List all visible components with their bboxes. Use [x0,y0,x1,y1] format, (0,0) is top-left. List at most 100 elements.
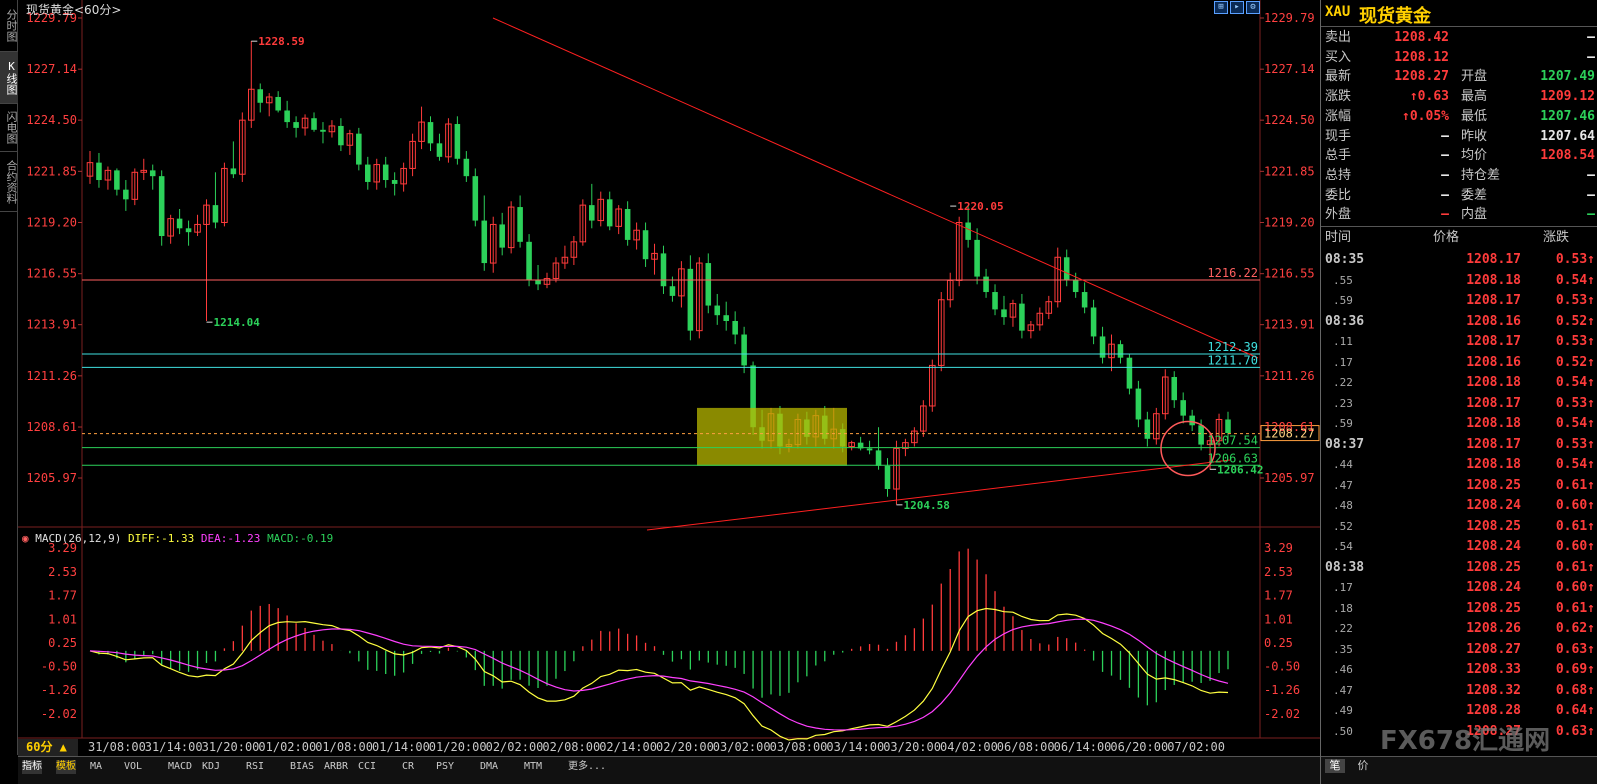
quote-row: 买入 1208.12 — [1321,48,1597,68]
tick-price: 1208.18 [1466,272,1521,288]
indicator-tab-9[interactable]: CCI [358,761,377,772]
candle-up [1009,303,1017,318]
indicator-tab-4[interactable]: MACD [168,761,193,772]
candle-down [866,448,873,451]
candle-down [311,118,317,130]
candle-down [606,199,613,227]
indicator-tab-10[interactable]: CR [402,761,415,772]
indicator-tab-13[interactable]: MTM [524,761,543,772]
candle-down [123,189,129,200]
candle-up [543,278,551,285]
tab-flash-chart[interactable]: 闪电图 [0,104,18,152]
quote-value: 1207.46 [1540,108,1595,124]
tick-change: 0.53↑ [1555,395,1595,411]
tab-price[interactable]: 价 [1357,759,1369,772]
indicator-tab-6[interactable]: RSI [246,761,265,772]
price-axis-label-left: 1229.79 [26,11,77,25]
x-axis-label: 01/08:00 [315,740,373,754]
tick-change: 0.61↑ [1555,477,1595,493]
candle-down [382,164,389,181]
quote-panel: XAU 现货黄金 卖出 1208.42 — 买入 1208.12 — 最新 1208.27 开盘… [1320,0,1597,784]
x-axis-label: 01/20:00 [428,740,487,754]
tab-kline[interactable]: K线图 [0,52,18,104]
candle-down [1117,344,1124,358]
quote-label: 涨幅 [1325,108,1352,124]
macd-settings-icon[interactable]: ◉ [22,532,29,545]
x-axis-label: 02/08:00 [542,740,601,754]
price-axis-label-left: 1219.20 [26,216,77,230]
tick-time: .48 [1333,499,1353,512]
macd-axis-label-left: 2.53 [48,565,77,579]
quote-value: — [1441,148,1449,164]
current-price-box [1260,425,1320,442]
candle-up [579,204,587,243]
tab-contract-info[interactable]: 合约资料 [0,152,18,212]
settings-icon[interactable]: ⚙ [1246,1,1260,14]
candle-down [1180,400,1186,416]
candle-down [741,334,747,366]
current-price-label: 1208.27 [1264,427,1315,441]
support-zone-box [697,407,847,466]
zoom-out-icon[interactable]: ▸ [1230,1,1244,14]
candle-down [642,230,649,260]
indicator-tab-12[interactable]: DMA [480,761,499,772]
macd-axis-label-right: 2.53 [1264,565,1293,579]
candle-down [176,218,183,229]
tick-time: .17 [1333,355,1353,369]
kline-chart[interactable]: 1229.79 1229.79 1227.14 1227.14 1224.50 1224.… [0,0,1320,756]
tick-time: 08:36 [1325,313,1365,329]
tick-change: 0.61↑ [1555,518,1595,534]
candle-up [507,206,515,249]
tick-price: 1208.16 [1466,313,1521,329]
quote-value: 1208.12 [1394,49,1449,65]
candle-down [454,124,461,159]
tick-change: 0.52↑ [1555,354,1595,370]
price-axis-label-right: 1205.97 [1264,471,1315,485]
tick-row: .49 1208.28 0.64↑ [1321,701,1597,722]
tick-time: 08:37 [1325,436,1365,452]
indicator-tab-11[interactable]: PSY [436,761,455,772]
quote-value: — [1441,167,1449,183]
tick-time: .22 [1333,376,1353,389]
candle-down [589,205,595,221]
tick-change: 0.60↑ [1555,580,1595,595]
tick-change: 0.61↑ [1555,559,1595,575]
indicator-tab-0[interactable]: 指标 [22,760,42,774]
tick-row: .18 1208.25 0.61↑ [1321,599,1597,620]
quote-value: — [1441,187,1449,203]
tick-price: 1208.17 [1466,252,1521,267]
x-axis-label: 31/14:00 [144,740,203,754]
period-selector[interactable]: 60分 ▲ [18,739,78,756]
tab-ticks[interactable]: 笔 [1325,759,1345,773]
indicator-tab-8[interactable]: ARBR [324,761,349,772]
tick-row: .35 1208.27 0.63↑ [1321,640,1597,661]
indicator-tab-14[interactable]: 更多... [568,761,607,772]
candle-down [1198,425,1204,445]
indicator-tab-2[interactable]: MA [90,761,103,772]
tick-header-price: 价格 [1433,230,1460,245]
indicator-tab-3[interactable]: VOL [124,761,143,772]
x-axis-label: 04/02:00 [940,740,998,754]
price-axis-label-left: 1227.14 [26,62,77,76]
indicator-tab-7[interactable]: BIAS [290,761,315,772]
tick-price: 1208.24 [1466,498,1521,513]
quote-value: 1207.49 [1540,69,1595,85]
tick-time: .59 [1333,417,1353,430]
x-axis-label: 02/14:00 [599,740,657,754]
candle-down [669,286,676,296]
tab-time-sharing[interactable]: 分时图 [0,0,18,52]
zoom-in-icon[interactable]: ⊞ [1214,1,1228,14]
candle-up [570,241,578,258]
candle-down [1081,292,1088,308]
indicator-tab-5[interactable]: KDJ [202,761,221,772]
candle-down [750,365,756,428]
candle-down [1126,357,1133,389]
tick-row: .17 1208.24 0.60↑ [1321,578,1597,599]
tick-price: 1208.18 [1466,457,1521,472]
quote-label: 总持 [1325,167,1352,183]
candle-down [687,268,694,331]
macd-dea-value: DEA:-1.23 [200,532,261,545]
indicator-tab-1[interactable]: 模板 [56,760,76,774]
quote-label: 最新 [1325,69,1352,85]
macd-axis-label-right: 0.25 [1264,636,1293,650]
